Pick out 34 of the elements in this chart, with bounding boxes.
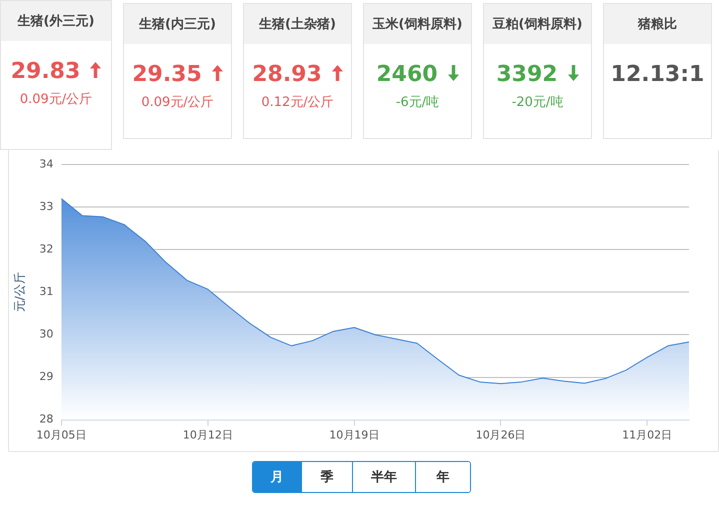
category-label: 季 bbox=[301, 462, 352, 492]
y-tick-label: 31 bbox=[39, 285, 54, 298]
text: 0.12元/公斤 bbox=[260, 94, 335, 111]
category-label: 生猪(外三元) bbox=[1, 1, 111, 41]
text: 28.93 bbox=[252, 62, 322, 87]
text: -20元/吨 bbox=[510, 94, 564, 111]
y-tick-label: 32 bbox=[39, 242, 54, 256]
x-tick-label: 10月05日 bbox=[36, 428, 86, 442]
x-tick-label: 10月19日 bbox=[329, 428, 380, 442]
category-label: 生猪(内三元) bbox=[124, 4, 231, 44]
text: 29.83 bbox=[10, 59, 80, 84]
category-label: 豆粕(饲料原料) bbox=[484, 4, 591, 44]
text: -6元/吨 bbox=[394, 94, 440, 111]
text: 29.35 bbox=[132, 62, 202, 87]
category-label: 猪粮比 bbox=[604, 4, 711, 44]
x-tick-label: 10月12日 bbox=[182, 428, 233, 442]
category-label: 年 bbox=[415, 462, 470, 492]
category-label: 生猪(土杂猪) bbox=[244, 4, 351, 44]
y-tick-label: 34 bbox=[39, 157, 54, 170]
category-label: 半年 bbox=[352, 462, 415, 492]
text: 0.09元/公斤 bbox=[140, 94, 215, 111]
text: 0.09元/公斤 bbox=[18, 91, 94, 108]
x-tick-label: 10月26日 bbox=[476, 428, 526, 442]
category-label: 月 bbox=[253, 462, 301, 492]
text: 12.13:1 bbox=[610, 62, 704, 87]
category-label: 玉米(饲料原料) bbox=[364, 4, 471, 44]
x-tick-label: 11月02日 bbox=[622, 428, 672, 442]
y-tick-label: 28 bbox=[39, 412, 54, 426]
text: 2460 bbox=[376, 62, 438, 87]
y-axis-title: 元/公斤 bbox=[12, 272, 26, 312]
y-tick-label: 29 bbox=[39, 370, 54, 384]
y-tick-label: 33 bbox=[39, 200, 54, 213]
text: 3392 bbox=[496, 62, 558, 87]
y-tick-label: 30 bbox=[39, 328, 54, 341]
